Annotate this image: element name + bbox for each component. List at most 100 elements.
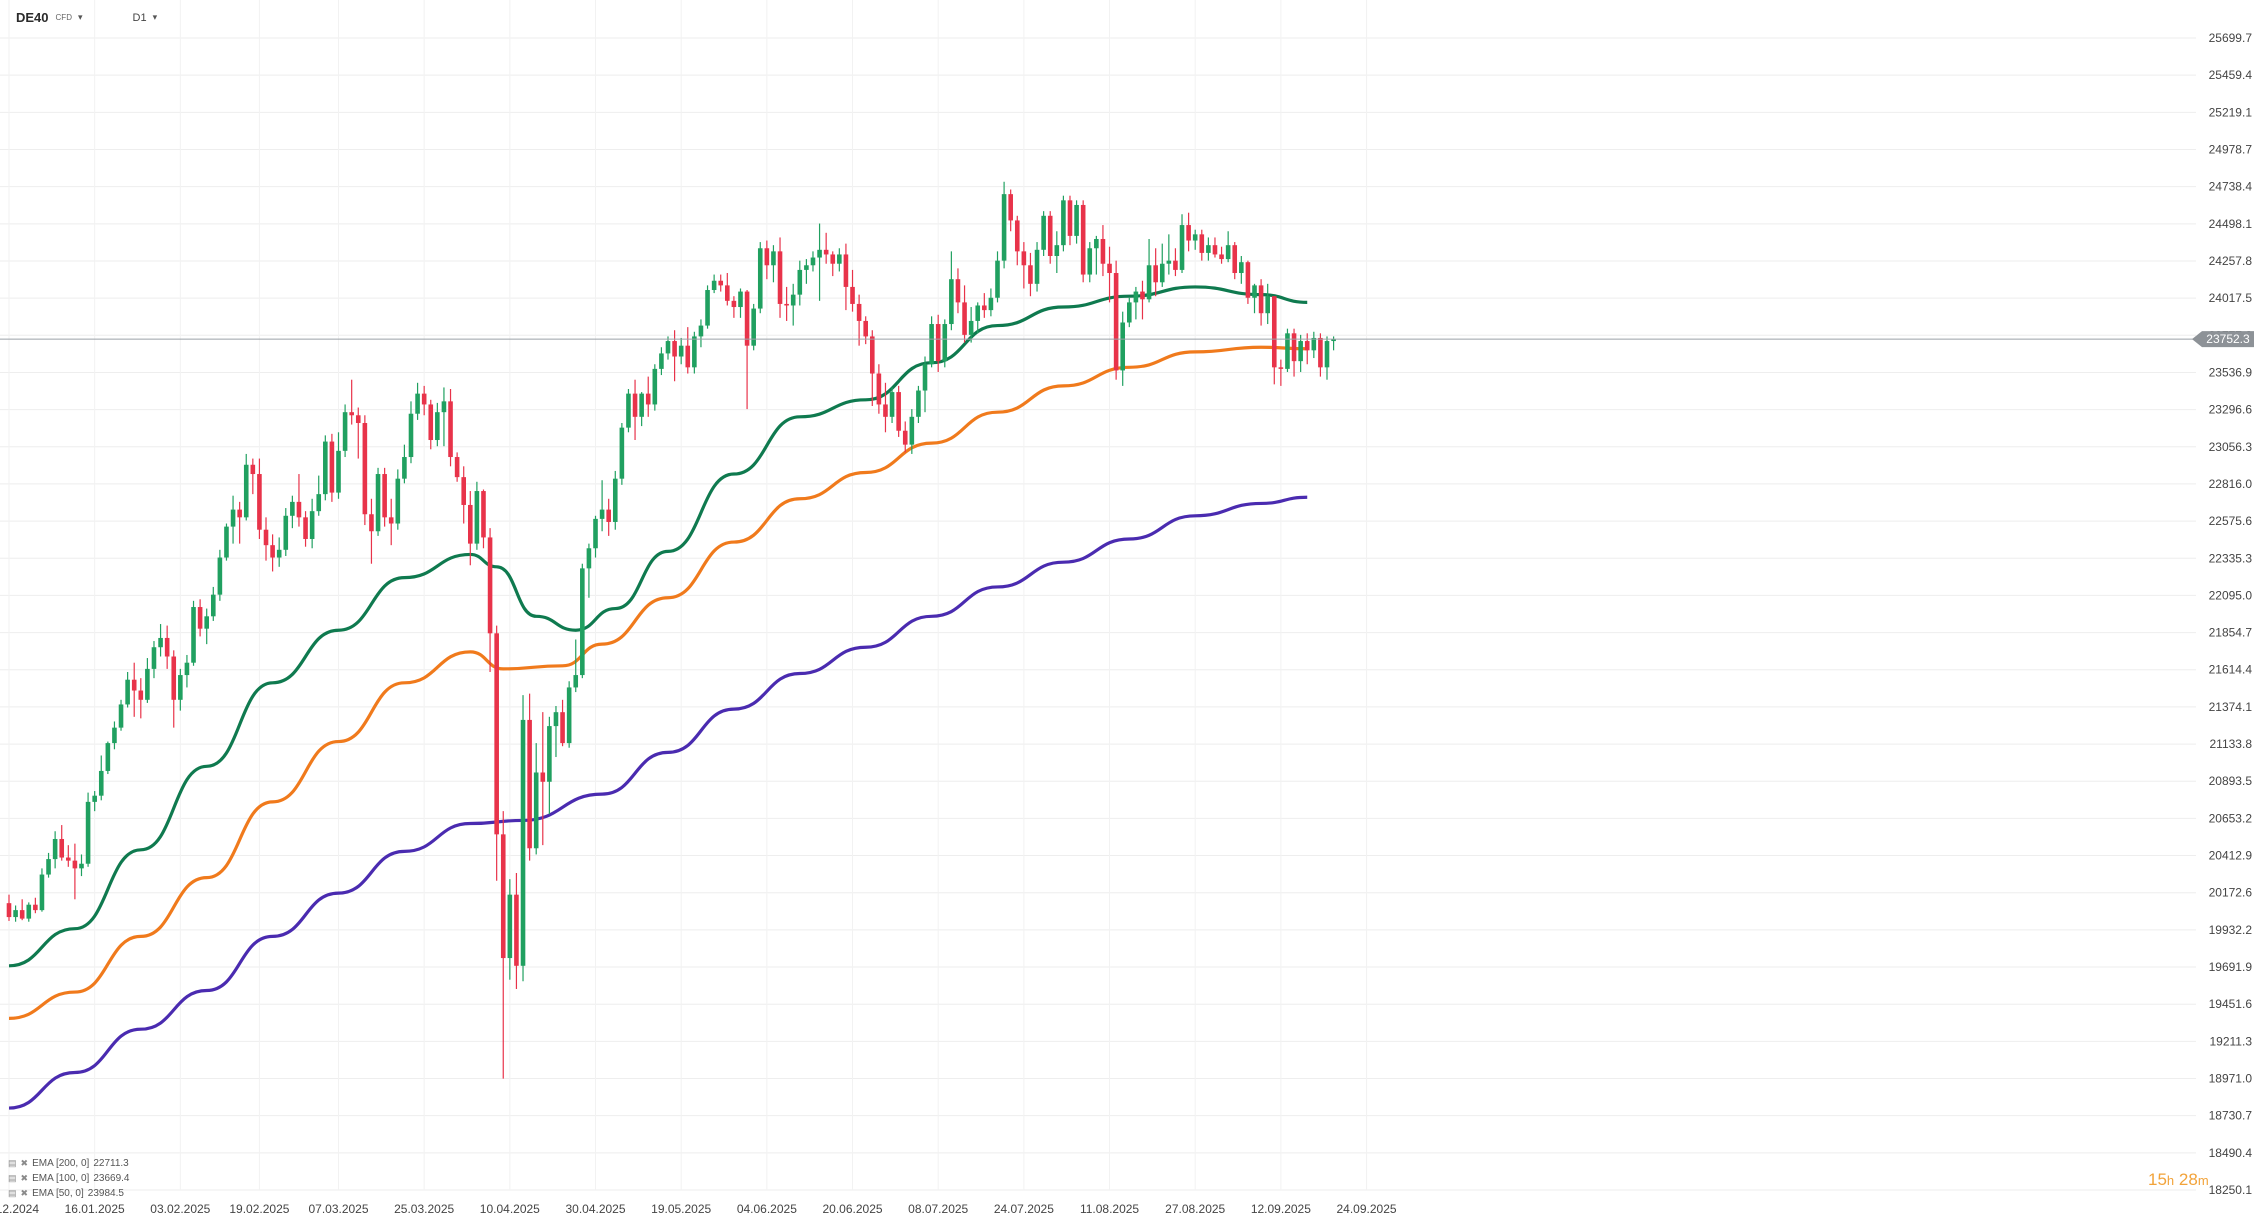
candle-body (46, 859, 51, 875)
candle-body (283, 515, 289, 550)
y-tick-label: 25219.1 (2209, 105, 2253, 119)
indicator-row[interactable]: ▤ ✖ EMA [50, 0] 23984.5 (8, 1186, 129, 1201)
candle-body (230, 509, 236, 527)
candle-body (435, 412, 440, 441)
candle-body (33, 904, 38, 911)
candle-body (415, 393, 420, 414)
candle-body (955, 279, 961, 303)
candle-body (514, 894, 519, 966)
candle-body (13, 910, 18, 918)
x-tick-label: 19.05.2025 (651, 1202, 711, 1216)
candle-body (599, 509, 605, 519)
indicator-label: EMA [50, 0] (32, 1188, 84, 1199)
candle-body (66, 857, 71, 861)
x-tick-label: 30.04.2025 (565, 1202, 625, 1216)
candle-body (500, 834, 506, 959)
indicator-settings-icon[interactable]: ▤ (8, 1173, 17, 1183)
candle-body (672, 341, 677, 357)
candle-body (1166, 260, 1172, 264)
candle-body (257, 474, 262, 530)
timer-hours: 15 (2148, 1170, 2167, 1189)
symbol-dropdown-icon[interactable]: ▾ (77, 12, 83, 22)
candle-body (725, 285, 730, 301)
candle-body (1245, 262, 1251, 298)
candle-body (171, 656, 177, 700)
x-tick-label: 08.07.2025 (908, 1202, 968, 1216)
x-tick-label: 27.12.2024 (0, 1202, 39, 1216)
candle-body (125, 679, 130, 705)
candle-body (876, 373, 882, 405)
timeframe-dropdown-icon[interactable]: ▾ (152, 12, 158, 22)
indicator-remove-icon[interactable]: ✖ (20, 1158, 29, 1168)
candle-body (1298, 341, 1303, 362)
indicator-row[interactable]: ▤ ✖ EMA [100, 0] 23669.4 (8, 1171, 129, 1186)
indicator-settings-icon[interactable]: ▤ (8, 1158, 17, 1168)
indicator-remove-icon[interactable]: ✖ (20, 1173, 29, 1183)
candle-body (692, 336, 697, 368)
candle-body (296, 501, 302, 518)
candle-body (59, 838, 65, 858)
candle-body (1127, 302, 1132, 323)
candle-body (738, 291, 743, 308)
candle-body (1225, 245, 1231, 260)
candle-body (1258, 285, 1264, 314)
y-tick-label: 19932.2 (2209, 923, 2253, 937)
y-tick-label: 19691.9 (2209, 960, 2253, 974)
candle-body (1153, 265, 1158, 283)
candle-body (1087, 248, 1093, 275)
candle-body (586, 548, 592, 569)
timer-minutes: 28 (2178, 1170, 2198, 1189)
y-tick-label: 19211.3 (2210, 1034, 2253, 1048)
candle-body (1034, 249, 1040, 284)
timeframe-selector[interactable]: D1 (132, 11, 147, 24)
indicator-remove-icon[interactable]: ✖ (20, 1188, 29, 1198)
candle-body (474, 491, 480, 544)
y-tick-label: 18730.7 (2209, 1109, 2253, 1123)
candle-body (889, 392, 895, 417)
candle-body (1001, 194, 1007, 261)
candle-body (26, 904, 32, 919)
candle-body (1252, 285, 1257, 298)
indicator-settings-icon[interactable]: ▤ (8, 1188, 17, 1198)
candle-body (158, 637, 163, 648)
candle-body (705, 290, 710, 326)
instrument-symbol[interactable]: DE40 (16, 10, 49, 25)
indicator-row[interactable]: ▤ ✖ EMA [200, 0] 22711.3 (8, 1156, 129, 1171)
candle-body (942, 324, 948, 362)
ema-line-1 (8, 345, 1308, 1020)
indicator-label: EMA [200, 0] (32, 1158, 90, 1169)
candle-body (1008, 194, 1013, 221)
y-tick-label: 22575.6 (2209, 514, 2253, 528)
candle-body (468, 504, 473, 544)
candle-body (896, 392, 901, 431)
candle-body (448, 401, 453, 458)
y-tick-label: 20172.6 (2209, 886, 2253, 900)
candle-body (118, 704, 124, 728)
candle-body (1304, 341, 1310, 351)
candle-body (1278, 367, 1284, 369)
candle-body (290, 501, 295, 516)
candle-body (1324, 341, 1330, 368)
candle-body (191, 607, 196, 663)
instrument-toolbar: DE40 CFD ▾ D1 ▾ (16, 10, 157, 25)
candle-body (962, 302, 967, 335)
y-tick-label: 22095.0 (2209, 588, 2253, 602)
candle-body (263, 529, 269, 546)
candle-body (39, 874, 45, 911)
candle-body (1159, 263, 1165, 283)
candle-body (309, 511, 315, 539)
y-tick-label: 21133.8 (2210, 737, 2253, 751)
candle-body (804, 265, 809, 270)
candle-body (316, 494, 322, 512)
x-tick-label: 24.09.2025 (1337, 1202, 1397, 1216)
x-tick-label: 04.06.2025 (737, 1202, 797, 1216)
y-axis-labels: 25699.7 25459.4 25219.1 24978.7 24738.4 24498… (2209, 31, 2253, 1197)
candle-body (408, 413, 414, 458)
current-price-line: 23752.3 (0, 331, 2254, 348)
candle-body (665, 341, 671, 354)
candle-body (982, 305, 987, 311)
candle-body (995, 260, 1000, 298)
y-tick-label: 24498.1 (2209, 217, 2253, 231)
candle-body (487, 537, 493, 634)
